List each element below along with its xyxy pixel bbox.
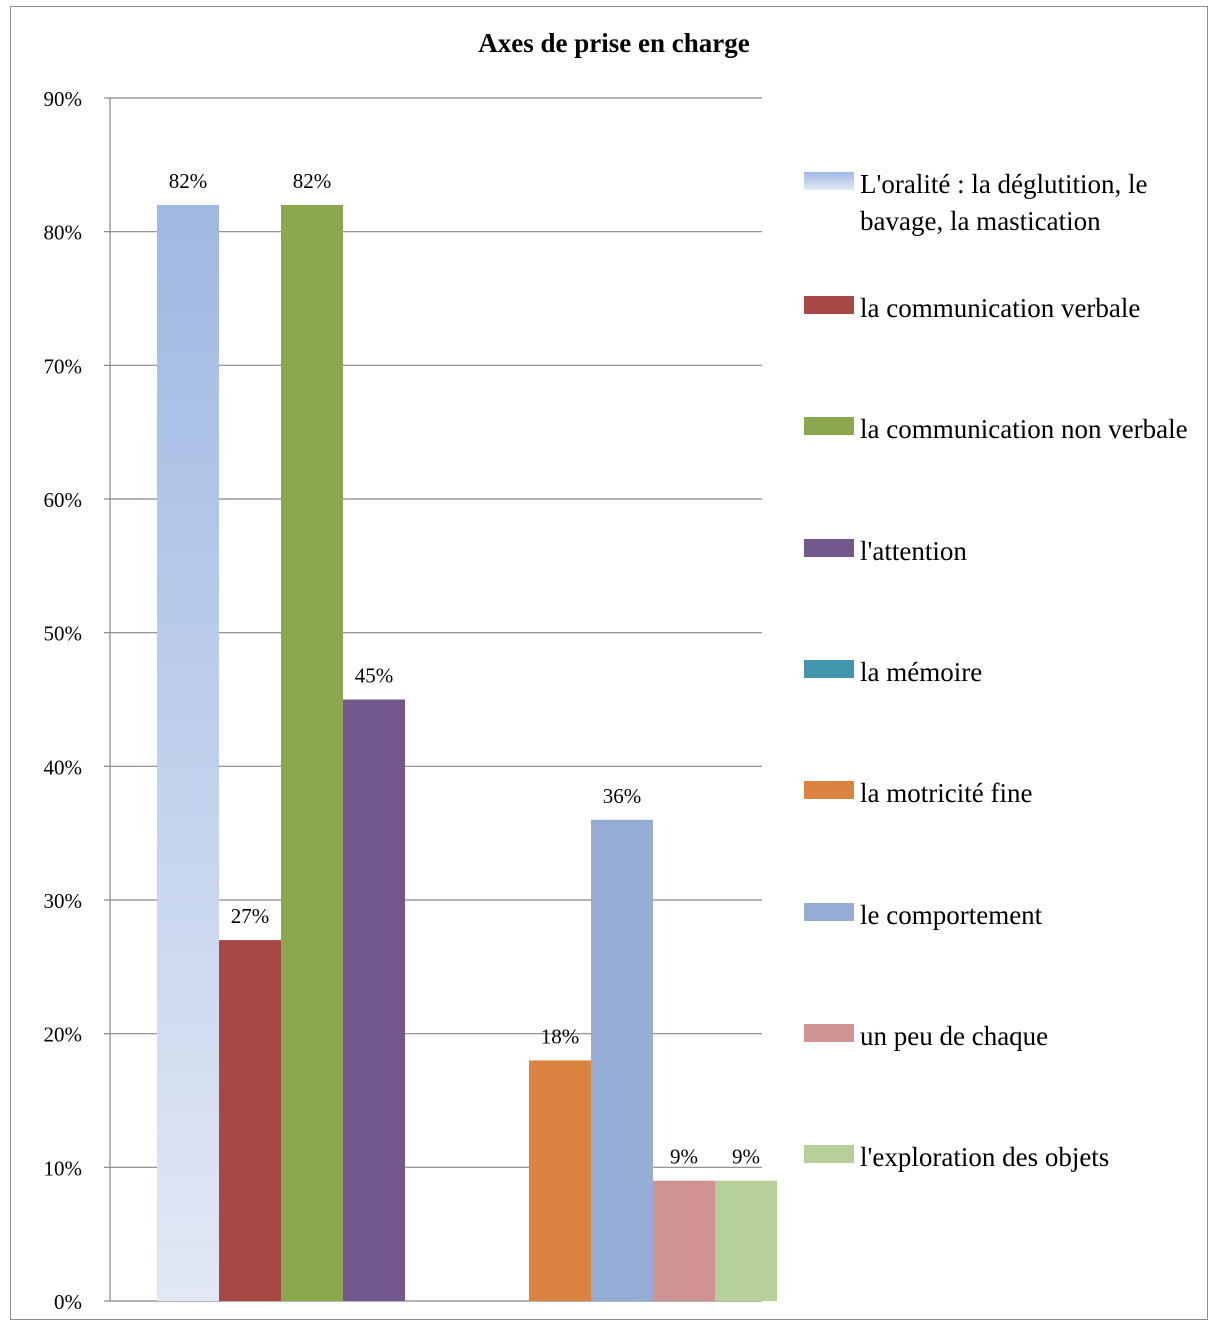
bars [157,204,777,1301]
legend-item: la mémoire [804,654,1200,691]
y-tick-label: 50% [44,622,83,646]
legend-item: l'attention [804,533,1200,570]
legend-label: la communication non verbale [860,414,1188,444]
legend-swatch [804,1145,854,1163]
legend-label: l'exploration des objets [860,1142,1110,1172]
legend-label: le comportement [860,900,1043,930]
y-tick-label: 30% [44,889,83,913]
data-label: 45% [355,664,394,688]
legend-label: la communication verbale [860,293,1141,323]
legend-label: un peu de chaque [860,1021,1049,1051]
y-tick-label: 0% [54,1290,82,1314]
legend-swatch [804,660,854,678]
bar [715,1180,777,1301]
data-labels: 82% 27% 82% 45% 18% 36% 9% 9% [169,169,760,1169]
bar [219,940,281,1301]
legend-swatch [804,903,854,921]
data-label: 18% [541,1024,580,1048]
y-axis: 0% 10% 20% 30% 40% 50% 60% 70% 80% 90% [44,87,111,1314]
legend-swatch [804,781,854,799]
data-label: 36% [603,784,642,808]
chart-title: Axes de prise en charge [478,28,750,58]
y-tick-label: 10% [44,1156,83,1180]
legend-item: L'oralité : la déglutition, le bavage, l… [804,166,1200,240]
legend-label: l'attention [860,536,967,566]
legend-swatch [804,296,854,314]
y-tick-label: 40% [44,755,83,779]
legend-swatch [804,1024,854,1042]
data-label: 82% [169,169,208,193]
legend-label: la motricité fine [860,778,1033,808]
legend-item: le comportement [804,897,1200,934]
legend-swatch [804,417,854,435]
y-tick-label: 20% [44,1023,83,1047]
legend-item: l'exploration des objets [804,1139,1200,1176]
legend-swatch [804,539,854,557]
bar [591,819,653,1301]
y-tick-label: 70% [44,354,83,378]
y-tick-label: 90% [44,87,83,111]
y-tick-label: 60% [44,488,83,512]
legend: L'oralité : la déglutition, le bavage, l… [804,0,1214,1326]
bar [529,1060,591,1301]
legend-item: la communication non verbale [804,411,1200,448]
legend-item: un peu de chaque [804,1018,1200,1055]
legend-item: la communication verbale [804,290,1200,327]
data-label: 9% [732,1145,760,1169]
bar [157,204,219,1301]
data-label: 27% [231,904,270,928]
legend-label: L'oralité : la déglutition, le bavage, l… [860,169,1148,236]
data-label: 9% [670,1145,698,1169]
bar [653,1180,715,1301]
bar [343,699,405,1301]
y-tick-label: 80% [44,221,83,245]
legend-swatch [804,172,854,190]
data-label: 82% [293,169,332,193]
bar [281,204,343,1301]
legend-item: la motricité fine [804,775,1200,812]
legend-label: la mémoire [860,657,983,687]
